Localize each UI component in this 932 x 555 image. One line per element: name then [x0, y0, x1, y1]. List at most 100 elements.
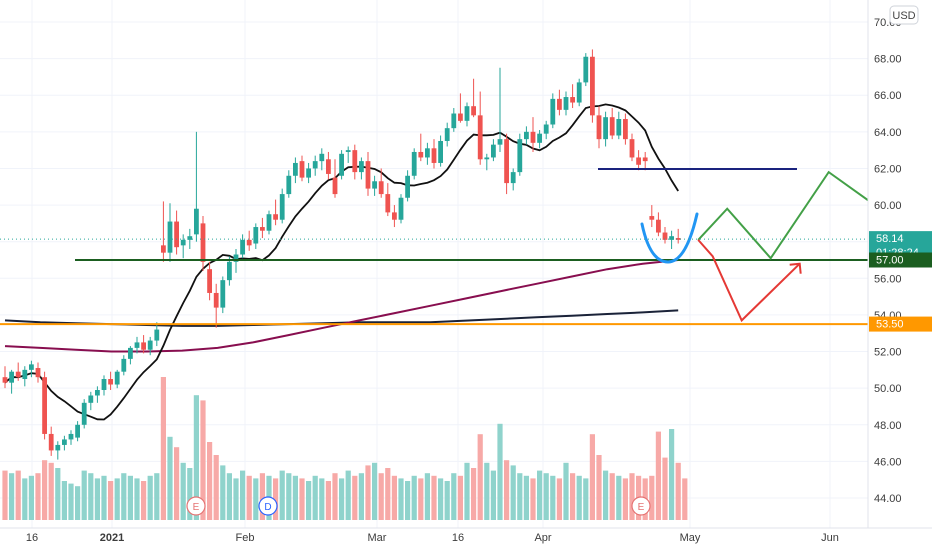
- candles: [2, 49, 681, 460]
- volume-bar: [193, 395, 199, 520]
- candle-body: [187, 236, 193, 240]
- volume-bar: [42, 460, 48, 520]
- candle-body: [603, 117, 608, 140]
- volume-bar: [543, 473, 549, 520]
- price-tag-bg: [869, 252, 932, 268]
- y-tick-label: 48.00: [874, 420, 902, 432]
- volume-bar: [385, 468, 391, 520]
- bearish-arrow-head: [789, 262, 802, 274]
- volume-bar: [68, 483, 74, 520]
- event-marker-circle: [258, 496, 278, 516]
- candle-body: [266, 214, 272, 231]
- event-marker-e[interactable]: E: [186, 496, 206, 516]
- time-axis[interactable]: 16 2021 Feb Mar 16 Apr May Jun: [0, 527, 932, 544]
- candle-body: [464, 106, 470, 121]
- candle-body: [411, 151, 417, 176]
- candle-body: [458, 113, 463, 121]
- candle-body: [497, 139, 503, 145]
- price-tag: 57.00: [869, 252, 932, 268]
- x-tick-label: May: [680, 532, 701, 544]
- currency-badge[interactable]: USD: [889, 5, 919, 25]
- candle-body: [42, 377, 47, 434]
- volume-bar: [127, 475, 133, 520]
- candle-body: [200, 223, 206, 262]
- event-marker-e[interactable]: E: [631, 496, 651, 516]
- candle-body: [484, 157, 490, 160]
- candle-body: [570, 97, 575, 103]
- candle-body: [147, 340, 153, 350]
- candle-body: [471, 106, 476, 116]
- y-tick-label: 46.00: [874, 456, 902, 468]
- volume-bar: [325, 481, 331, 520]
- volume-bar: [306, 481, 312, 520]
- candle-body: [477, 115, 483, 160]
- volume-bar: [576, 475, 582, 520]
- candle-body: [233, 254, 239, 262]
- volume-bar: [523, 475, 529, 520]
- candle-body: [524, 131, 529, 140]
- candle-body: [405, 175, 410, 198]
- volume-bar: [332, 473, 338, 520]
- candle-body: [286, 175, 292, 195]
- candle-body: [220, 280, 226, 308]
- volume-bar: [682, 478, 688, 520]
- volume-bar: [484, 462, 490, 520]
- candle-body: [438, 140, 443, 163]
- y-tick-label: 50.00: [874, 383, 902, 395]
- volume-bar: [253, 478, 259, 520]
- volume-bar: [504, 460, 510, 520]
- volume-bar: [134, 478, 140, 520]
- candle-body: [2, 377, 8, 383]
- volume-bar: [352, 475, 358, 520]
- candle-body: [491, 144, 496, 158]
- volume-bar: [616, 475, 622, 520]
- candle-body: [167, 221, 173, 253]
- volume-bar: [345, 470, 351, 520]
- candle-body: [101, 379, 107, 390]
- candle-body: [174, 221, 179, 248]
- volume-bar: [48, 462, 54, 520]
- candle-body: [253, 227, 259, 244]
- candle-body: [444, 128, 450, 141]
- candle-body: [227, 261, 232, 281]
- volume-bar: [28, 475, 34, 520]
- volume-bar: [259, 473, 265, 520]
- candle-body: [154, 329, 160, 341]
- volume-bar: [411, 475, 417, 520]
- candle-body: [29, 364, 34, 370]
- x-tick-label: 16: [26, 532, 38, 544]
- candle-body: [332, 177, 338, 195]
- candle-body: [114, 371, 120, 385]
- volume-bar: [174, 447, 180, 520]
- event-marker-d[interactable]: D: [258, 496, 278, 516]
- candle-body: [385, 194, 391, 213]
- candle-body: [81, 402, 87, 425]
- x-tick-label: Apr: [534, 532, 551, 544]
- candle-body: [378, 181, 384, 195]
- price-tag-value: 57.00: [876, 255, 904, 267]
- candle-body: [537, 133, 542, 143]
- candle-body: [345, 150, 351, 152]
- candle-body: [451, 113, 457, 129]
- candle-body: [62, 439, 67, 445]
- price-axis[interactable]: 44.0046.0048.0050.0052.0054.0056.0058.00…: [867, 0, 932, 550]
- volume-bar: [88, 473, 94, 520]
- volume-bar: [517, 473, 523, 520]
- candle-body: [75, 424, 80, 438]
- drawings: [0, 122, 932, 326]
- candle-body: [590, 56, 595, 116]
- volume-bar: [339, 478, 345, 520]
- candle-body: [68, 433, 74, 440]
- volume-bar: [669, 429, 675, 520]
- candle-body: [161, 245, 166, 253]
- candle-body: [425, 148, 430, 158]
- candle-body: [279, 194, 285, 220]
- volume-bar: [121, 473, 127, 520]
- candle-body: [88, 395, 94, 403]
- candle-body: [576, 82, 582, 103]
- candle-body: [48, 433, 54, 451]
- volume-bar: [213, 455, 219, 520]
- candle-body: [636, 157, 641, 165]
